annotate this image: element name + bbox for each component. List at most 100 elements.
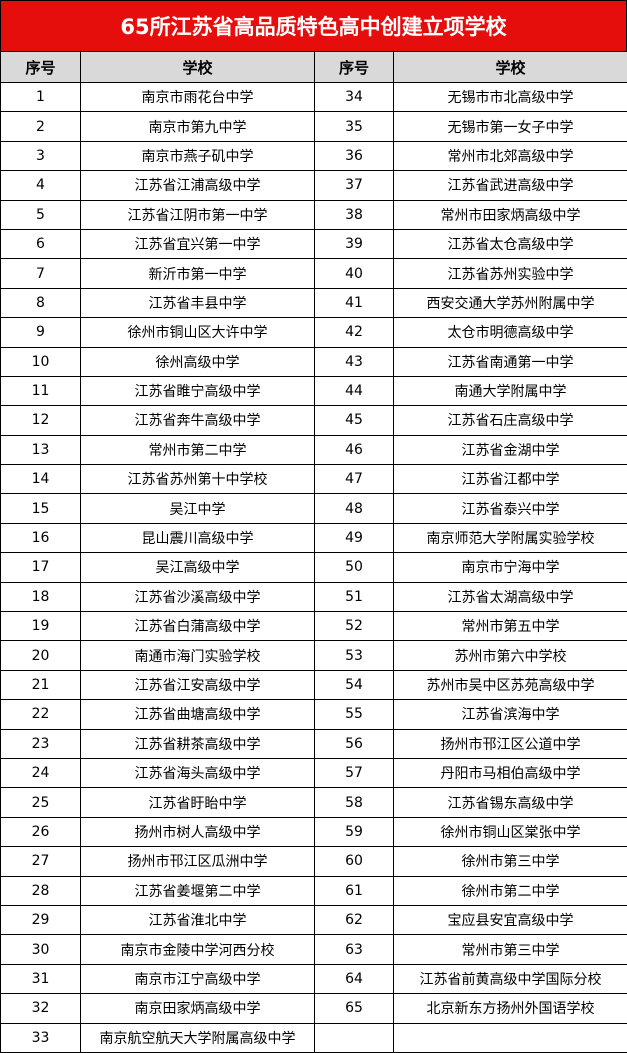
index-cell: 26 (1, 817, 81, 846)
school-cell: 江苏省江都中学 (394, 465, 627, 494)
index-cell: 20 (1, 641, 81, 670)
school-cell: 徐州市铜山区大许中学 (81, 318, 315, 347)
school-cell: 丹阳市马相伯高级中学 (394, 758, 627, 787)
index-cell: 15 (1, 494, 81, 523)
index-cell: 24 (1, 758, 81, 787)
index-cell: 58 (315, 788, 394, 817)
index-cell: 56 (315, 729, 394, 758)
index-cell: 7 (1, 259, 81, 288)
school-cell: 西安交通大学苏州附属中学 (394, 288, 627, 317)
header-index: 序号 (1, 52, 81, 83)
page-title: 65所江苏省高品质特色高中创建立项学校 (0, 0, 627, 51)
school-cell: 常州市第二中学 (81, 435, 315, 464)
school-cell: 江苏省南通第一中学 (394, 347, 627, 376)
index-cell: 60 (315, 847, 394, 876)
header-row: 序号 学校 序号 学校 (1, 52, 627, 83)
header-school: 学校 (81, 52, 315, 83)
index-cell: 34 (315, 83, 394, 112)
school-cell: 宝应县安宜高级中学 (394, 905, 627, 934)
school-cell: 江苏省盱眙中学 (81, 788, 315, 817)
index-cell: 11 (1, 376, 81, 405)
school-cell: 吴江高级中学 (81, 553, 315, 582)
index-cell: 64 (315, 964, 394, 993)
index-cell: 38 (315, 200, 394, 229)
index-cell: 12 (1, 406, 81, 435)
index-cell: 47 (315, 465, 394, 494)
index-cell: 33 (1, 1023, 81, 1052)
school-cell: 常州市北郊高级中学 (394, 141, 627, 170)
index-cell: 18 (1, 582, 81, 611)
school-cell: 徐州市第二中学 (394, 876, 627, 905)
index-cell: 36 (315, 141, 394, 170)
index-cell: 32 (1, 994, 81, 1023)
school-cell: 常州市第五中学 (394, 612, 627, 641)
school-cell: 南京市燕子矶中学 (81, 141, 315, 170)
index-cell: 53 (315, 641, 394, 670)
index-cell: 54 (315, 670, 394, 699)
school-cell: 南通市海门实验学校 (81, 641, 315, 670)
index-cell: 23 (1, 729, 81, 758)
index-cell: 39 (315, 229, 394, 258)
index-cell: 30 (1, 935, 81, 964)
index-cell: 3 (1, 141, 81, 170)
school-cell: 江苏省江阴市第一中学 (81, 200, 315, 229)
school-cell: 苏州市第六中学校 (394, 641, 627, 670)
index-cell: 59 (315, 817, 394, 846)
school-cell: 江苏省泰兴中学 (394, 494, 627, 523)
school-cell (394, 1023, 627, 1052)
school-cell: 江苏省武进高级中学 (394, 171, 627, 200)
header-school: 学校 (394, 52, 627, 83)
school-cell: 北京新东方扬州外国语学校 (394, 994, 627, 1023)
school-cell: 南京市江宁高级中学 (81, 964, 315, 993)
school-cell: 无锡市市北高级中学 (394, 83, 627, 112)
index-cell: 49 (315, 523, 394, 552)
school-cell: 江苏省沙溪高级中学 (81, 582, 315, 611)
school-cell: 徐州市第三中学 (394, 847, 627, 876)
index-cell: 55 (315, 700, 394, 729)
index-cell: 31 (1, 964, 81, 993)
index-cell: 8 (1, 288, 81, 317)
school-cell: 南京市雨花台中学 (81, 83, 315, 112)
school-cell: 江苏省姜堰第二中学 (81, 876, 315, 905)
index-cell: 1 (1, 83, 81, 112)
school-cell: 江苏省苏州实验中学 (394, 259, 627, 288)
index-cell: 51 (315, 582, 394, 611)
school-cell: 无锡市第一女子中学 (394, 112, 627, 141)
school-cell: 江苏省锡东高级中学 (394, 788, 627, 817)
index-cell: 16 (1, 523, 81, 552)
index-cell: 45 (315, 406, 394, 435)
school-cell: 江苏省石庄高级中学 (394, 406, 627, 435)
school-cell: 江苏省江安高级中学 (81, 670, 315, 699)
school-cell: 南通大学附属中学 (394, 376, 627, 405)
index-cell: 29 (1, 905, 81, 934)
index-cell: 41 (315, 288, 394, 317)
school-cell: 江苏省江浦高级中学 (81, 171, 315, 200)
index-cell: 35 (315, 112, 394, 141)
school-cell: 徐州市铜山区棠张中学 (394, 817, 627, 846)
school-cell: 南京市金陵中学河西分校 (81, 935, 315, 964)
school-cell: 江苏省白蒲高级中学 (81, 612, 315, 641)
school-cell: 苏州市吴中区苏苑高级中学 (394, 670, 627, 699)
index-cell: 61 (315, 876, 394, 905)
index-cell: 50 (315, 553, 394, 582)
index-cell: 28 (1, 876, 81, 905)
school-cell: 江苏省苏州第十中学校 (81, 465, 315, 494)
school-cell: 江苏省睢宁高级中学 (81, 376, 315, 405)
school-cell: 江苏省淮北中学 (81, 905, 315, 934)
